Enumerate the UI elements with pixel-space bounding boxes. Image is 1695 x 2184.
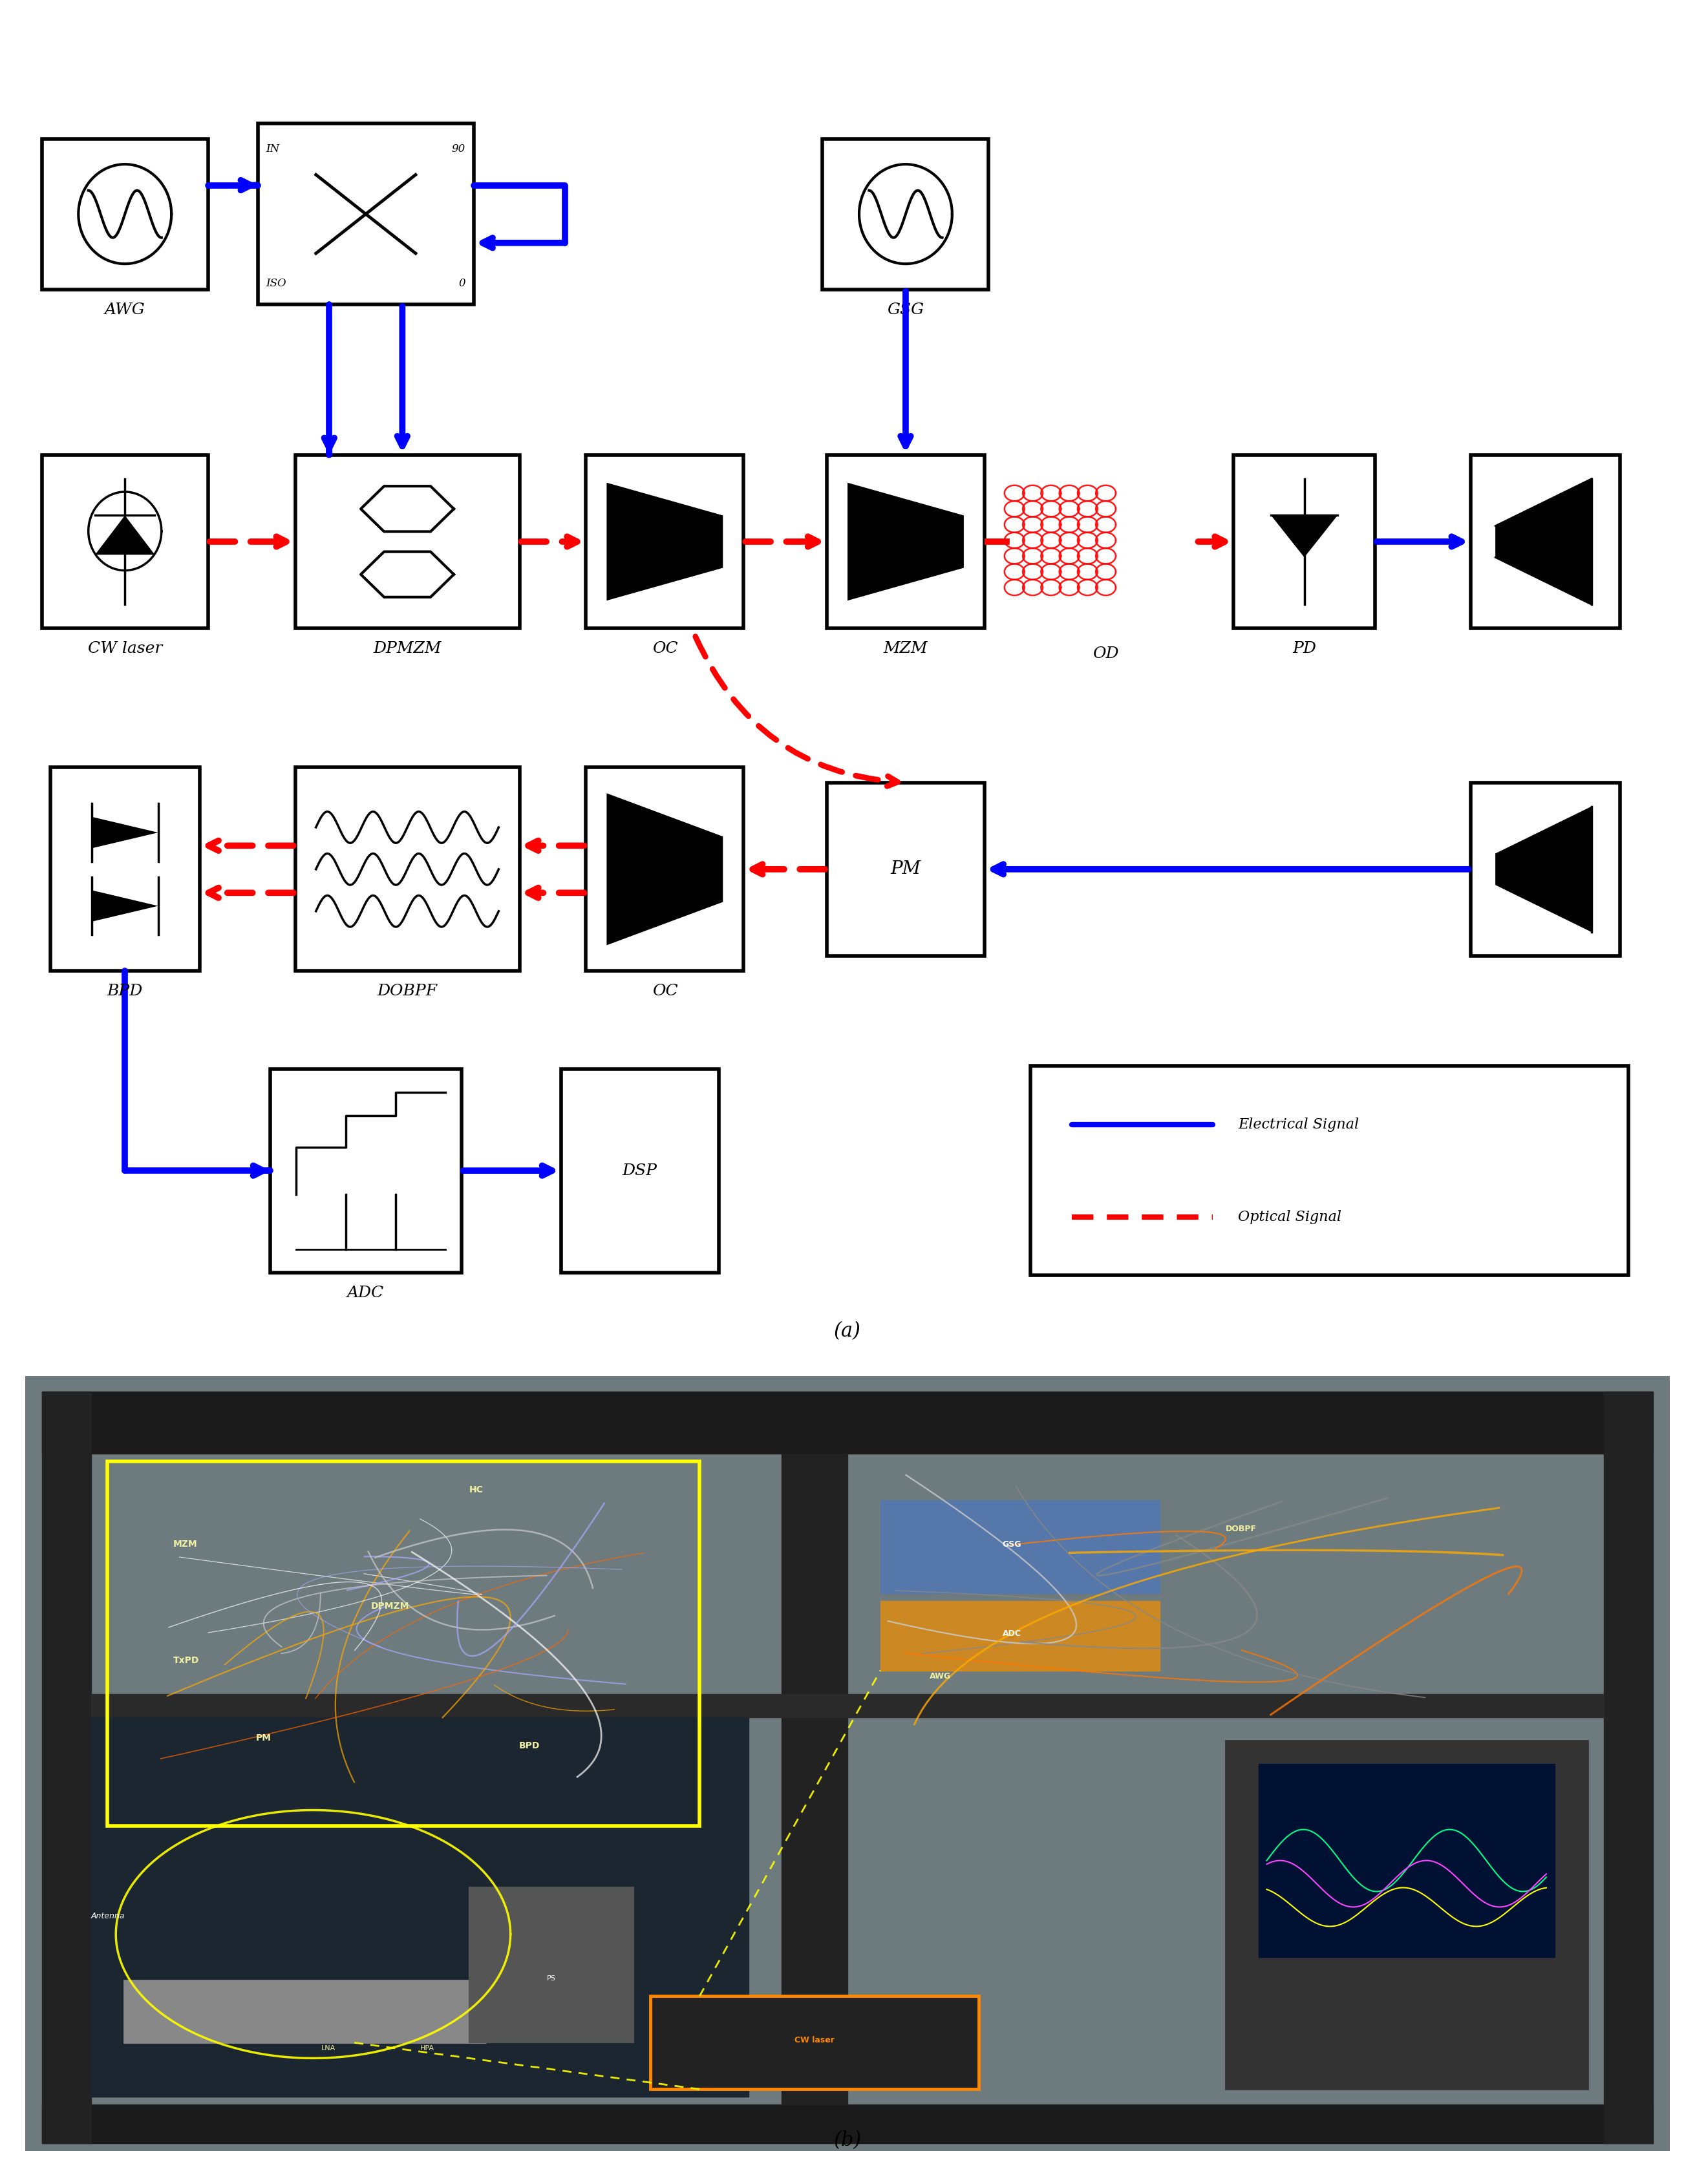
Bar: [1603, 1391, 1653, 2143]
Text: PD: PD: [1292, 642, 1317, 655]
Text: IN: IN: [266, 144, 280, 155]
Bar: [827, 782, 985, 957]
Bar: [42, 2105, 1653, 2143]
Text: 90: 90: [451, 144, 466, 155]
Bar: [561, 1068, 719, 1273]
Bar: [822, 138, 988, 288]
Polygon shape: [92, 817, 158, 847]
Text: PM: PM: [890, 860, 920, 878]
Bar: [1225, 1741, 1588, 2090]
Text: GSG: GSG: [886, 301, 924, 317]
Bar: [1258, 1765, 1554, 1957]
Text: GSG: GSG: [1002, 1540, 1022, 1548]
Text: OD: OD: [1092, 646, 1119, 662]
Polygon shape: [848, 483, 964, 601]
Bar: [108, 1461, 700, 1826]
Bar: [651, 1996, 980, 2090]
Bar: [781, 1455, 848, 2105]
Text: 0: 0: [459, 277, 466, 288]
Text: CW laser: CW laser: [795, 2035, 834, 2044]
Text: OC: OC: [653, 985, 678, 998]
Text: Electrical Signal: Electrical Signal: [1237, 1118, 1359, 1131]
Bar: [258, 124, 475, 304]
Text: DOBPF: DOBPF: [378, 985, 437, 998]
Text: LNA: LNA: [322, 2044, 336, 2051]
Bar: [1471, 782, 1620, 957]
Text: MZM: MZM: [173, 1540, 198, 1548]
Text: DOBPF: DOBPF: [1225, 1524, 1256, 1533]
Bar: [42, 138, 208, 288]
Polygon shape: [1495, 478, 1592, 605]
Bar: [42, 454, 208, 629]
Text: (a): (a): [834, 1321, 861, 1341]
Polygon shape: [607, 793, 724, 946]
Text: AWG: AWG: [105, 301, 146, 317]
Bar: [1031, 1066, 1629, 1275]
Text: CW laser: CW laser: [88, 642, 163, 655]
Text: Optical Signal: Optical Signal: [1237, 1210, 1341, 1223]
Text: Antenna: Antenna: [92, 1913, 125, 1920]
Text: PS: PS: [547, 1977, 556, 1981]
Text: DPMZM: DPMZM: [373, 642, 441, 655]
Bar: [880, 1500, 1159, 1592]
Bar: [295, 454, 519, 629]
Polygon shape: [95, 515, 154, 555]
Bar: [1471, 454, 1620, 629]
Bar: [270, 1068, 461, 1273]
Text: ISO: ISO: [266, 277, 286, 288]
Text: DSP: DSP: [622, 1164, 658, 1177]
Bar: [92, 1695, 1603, 1717]
Bar: [470, 1887, 634, 2042]
Text: OC: OC: [653, 642, 678, 655]
Text: BPD: BPD: [519, 1741, 539, 1749]
Bar: [586, 454, 744, 629]
Text: BPD: BPD: [107, 985, 142, 998]
Bar: [42, 1391, 92, 2143]
Text: TxPD: TxPD: [173, 1655, 200, 1664]
Text: HPA: HPA: [420, 2044, 434, 2051]
Bar: [586, 767, 744, 972]
Bar: [1234, 454, 1375, 629]
Polygon shape: [607, 483, 724, 601]
Text: ADC: ADC: [1002, 1629, 1022, 1638]
Text: ADC: ADC: [347, 1286, 385, 1299]
Bar: [124, 1981, 486, 2042]
Polygon shape: [1495, 806, 1592, 933]
Bar: [827, 454, 985, 629]
Polygon shape: [92, 891, 158, 922]
Bar: [51, 767, 200, 972]
Text: HC: HC: [470, 1485, 483, 1494]
Text: PM: PM: [256, 1734, 271, 1743]
Polygon shape: [1271, 515, 1337, 557]
Text: MZM: MZM: [883, 642, 927, 655]
Bar: [42, 1391, 1653, 1455]
Text: (b): (b): [834, 2129, 861, 2151]
Bar: [880, 1601, 1159, 1671]
Bar: [295, 767, 519, 972]
Text: AWG: AWG: [931, 1671, 951, 1679]
Bar: [92, 1717, 749, 2097]
Text: DPMZM: DPMZM: [371, 1601, 408, 1610]
